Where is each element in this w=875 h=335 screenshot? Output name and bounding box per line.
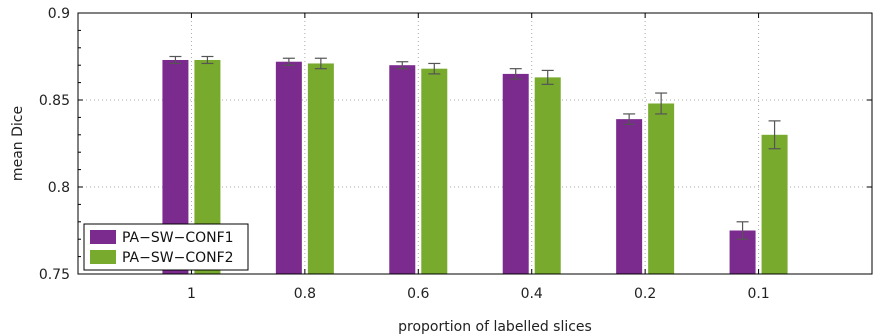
legend-swatch-conf1 bbox=[90, 230, 116, 244]
bar-2-0.6 bbox=[421, 68, 448, 275]
x-tick-label: 0.4 bbox=[521, 286, 543, 302]
x-axis-label: proportion of labelled slices bbox=[398, 319, 592, 335]
plot-frame bbox=[77, 12, 873, 275]
bar-1-0.2 bbox=[616, 119, 643, 274]
x-tick-label: 0.8 bbox=[294, 286, 316, 302]
error-bars bbox=[169, 55, 781, 240]
bars bbox=[162, 59, 788, 275]
x-tick-label: 0.6 bbox=[407, 286, 429, 302]
y-axis-label: mean Dice bbox=[10, 106, 26, 181]
legend-label-conf2: PA−SW−CONF2 bbox=[122, 250, 234, 266]
y-tick-label: 0.85 bbox=[39, 93, 70, 109]
y-tick-label: 0.8 bbox=[48, 180, 70, 196]
bar-1-0.8 bbox=[275, 61, 302, 274]
y-tick-label: 0.75 bbox=[39, 267, 70, 283]
bar-2-0.4 bbox=[534, 77, 561, 274]
bar-2-0.1 bbox=[761, 134, 788, 274]
legend-label-conf1: PA−SW−CONF1 bbox=[122, 230, 234, 246]
bar-2-0.8 bbox=[307, 63, 334, 275]
legend-swatch-conf2 bbox=[90, 250, 116, 264]
x-tick-label: 0.1 bbox=[747, 286, 769, 302]
y-tick-label: 0.9 bbox=[48, 6, 70, 22]
x-tick-label: 0.2 bbox=[634, 286, 656, 302]
y-ticks: 0.75 0.8 0.85 0.9 bbox=[39, 6, 872, 283]
bar-2-0.2 bbox=[648, 103, 675, 274]
x-ticks: 1 0.8 0.6 0.4 0.2 0.1 bbox=[187, 13, 770, 302]
legend: PA−SW−CONF1 PA−SW−CONF2 bbox=[83, 223, 249, 271]
bar-1-0.4 bbox=[502, 73, 529, 275]
bar-1-0.6 bbox=[389, 65, 416, 274]
x-tick-label: 1 bbox=[187, 286, 196, 302]
